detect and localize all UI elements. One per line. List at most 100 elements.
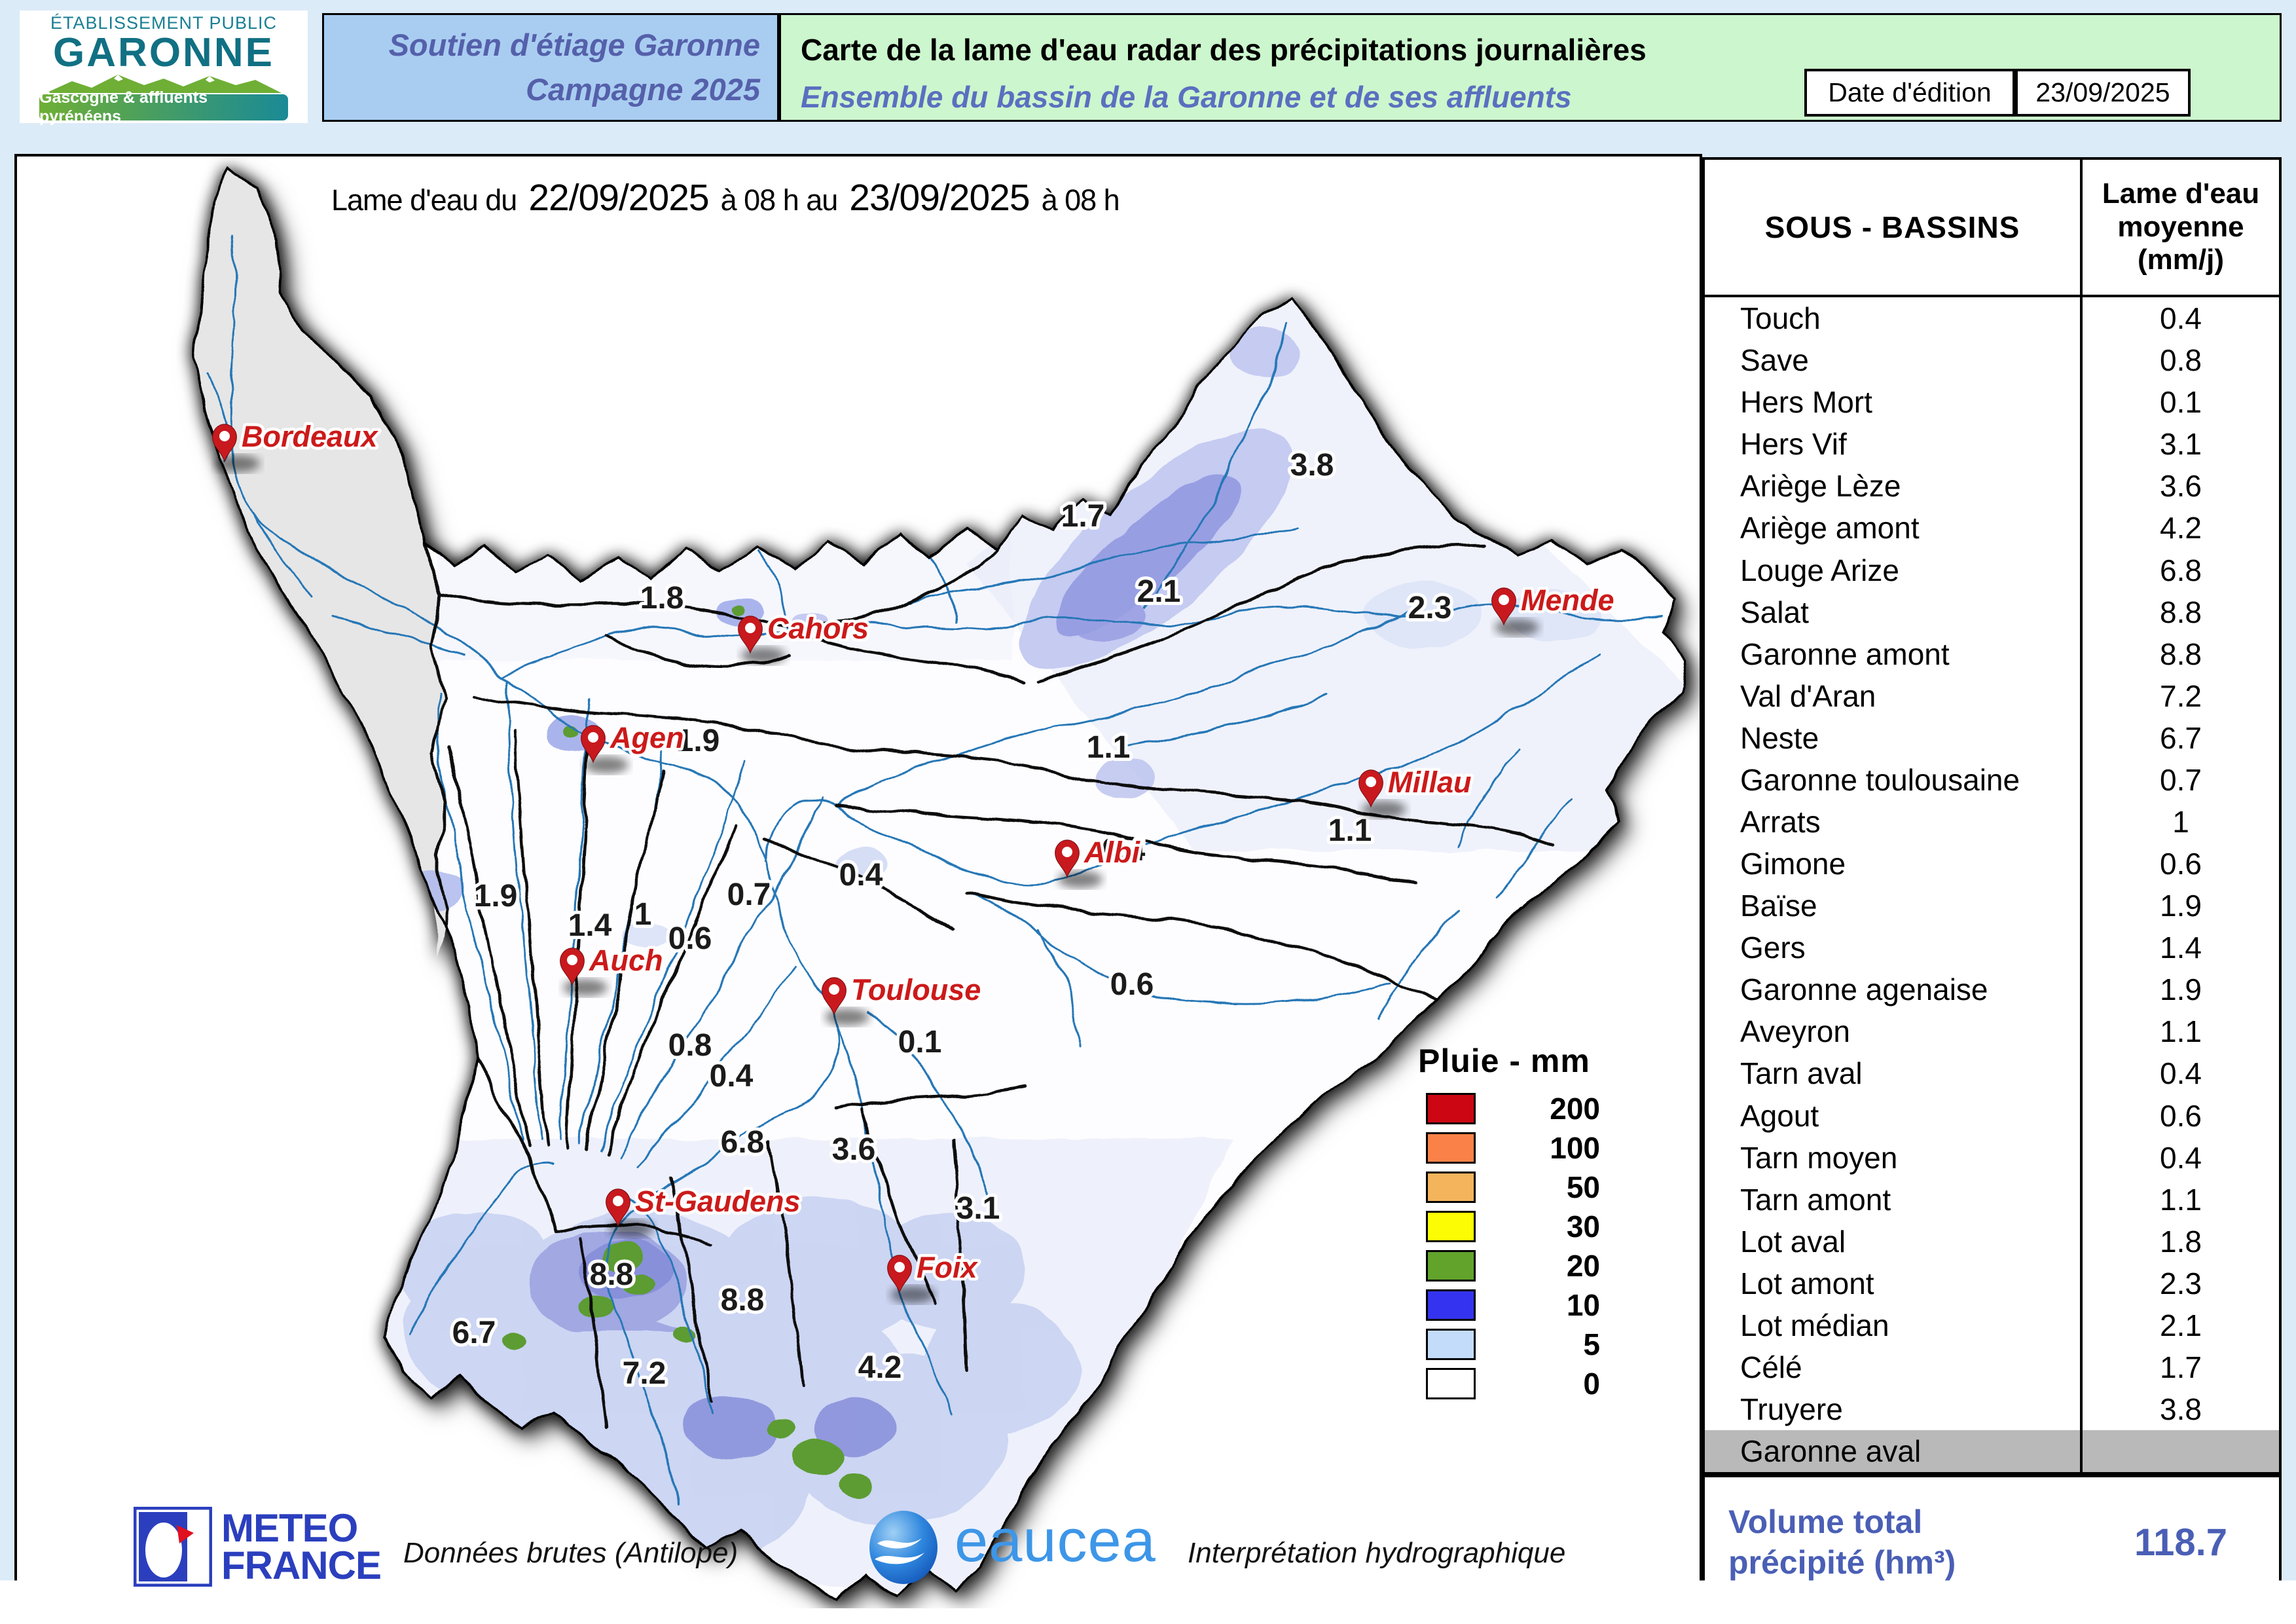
row-basin-name: Truyere: [1705, 1388, 2083, 1430]
table-row: Tarn amont 1.1: [1705, 1179, 2279, 1221]
rainfall-value-label: 8.8: [721, 1283, 765, 1318]
city-label: Foix: [917, 1251, 978, 1284]
legend-entry: 100: [1418, 1128, 1680, 1168]
table-row: Lot médian 2.1: [1705, 1304, 2279, 1346]
row-basin-value: 6.8: [2083, 553, 2279, 588]
table-row: Garonne toulousaine 0.7: [1705, 759, 2279, 801]
legend-value: 10: [1476, 1287, 1600, 1323]
row-basin-value: 0.4: [2083, 1140, 2279, 1175]
row-basin-name: Ariège amont: [1705, 507, 2083, 549]
table-row: Ariège Lèze 3.6: [1705, 465, 2279, 507]
table-row-garonne-aval: Garonne aval: [1705, 1430, 2279, 1472]
legend-entry: 200: [1418, 1089, 1680, 1128]
row-basin-value: 0.4: [2083, 301, 2279, 336]
table-row: Salat 8.8: [1705, 591, 2279, 633]
row-basin-name: Lot médian: [1705, 1304, 2083, 1346]
row-basin-name: Louge Arize: [1705, 549, 2083, 591]
row-basin-value: 0.8: [2083, 342, 2279, 378]
city-label: Cahors: [767, 612, 869, 645]
row-basin-value: 2.1: [2083, 1308, 2279, 1343]
rainfall-value-label: 0.6: [1110, 967, 1154, 1002]
rainfall-value-label: 0.6: [668, 921, 712, 956]
legend-entry: 0: [1418, 1364, 1680, 1403]
row-basin-name: Tarn amont: [1705, 1179, 2083, 1221]
legend-swatch: [1426, 1132, 1476, 1164]
table-row: Touch 0.4: [1705, 297, 2279, 339]
volume-value: 118.7: [2083, 1521, 2279, 1564]
row-basin-name: Garonne agenaise: [1705, 969, 2083, 1010]
table-body: Touch 0.4 Save 0.8 Hers Mort 0.1 Hers Vif 3.1 Ar…: [1705, 297, 2279, 1472]
legend-value: 200: [1476, 1091, 1600, 1126]
logo-line2: GARONNE: [53, 35, 274, 71]
row-basin-value: 1.8: [2083, 1224, 2279, 1259]
row-basin-name: Hers Vif: [1705, 423, 2083, 465]
row-basin-value: 1: [2083, 804, 2279, 840]
row-basin-name: Agout: [1705, 1094, 2083, 1136]
row-basin-value: 0.6: [2083, 846, 2279, 881]
eptb-garonne-logo: ÉTABLISSEMENT PUBLIC GARONNE Gascogne & …: [20, 10, 308, 123]
legend-swatch: [1426, 1093, 1476, 1124]
rainfall-value-label: 1.1: [1087, 730, 1131, 765]
rainfall-value-label: 1.4: [568, 908, 612, 943]
volume-total-box: Volume total précipité (hm³) 118.7: [1702, 1475, 2282, 1610]
legend-entry: 5: [1418, 1325, 1680, 1364]
row-basin-value: 1.4: [2083, 930, 2279, 965]
table-row: Lot amont 2.3: [1705, 1263, 2279, 1304]
row-basin-value: 1.9: [2083, 972, 2279, 1007]
legend-value: 100: [1476, 1130, 1600, 1166]
rainfall-value-label: 7.2: [623, 1356, 666, 1391]
table-row: Aveyron 1.1: [1705, 1010, 2279, 1052]
row-basin-value: 0.1: [2083, 384, 2279, 420]
map-period-title: Lame d'eau du 22/09/2025 à 08 h au 23/09…: [331, 176, 1120, 222]
rainfall-value-label: 0.1: [898, 1025, 942, 1060]
legend-entry: 10: [1418, 1285, 1680, 1325]
row-basin-name: Gers: [1705, 927, 2083, 969]
rainfall-value-label: 3.1: [957, 1191, 1000, 1226]
city-label: Albi: [1084, 836, 1140, 869]
table-row: Ariège amont 4.2: [1705, 507, 2279, 549]
row-basin-value: 1.1: [2083, 1014, 2279, 1049]
table-header: SOUS - BASSINS Lame d'eau moyenne (mm/j): [1705, 160, 2279, 297]
row-basin-value: 0.4: [2083, 1056, 2279, 1091]
legend-swatch: [1426, 1211, 1476, 1242]
rainfall-value-label: 3.8: [1290, 448, 1334, 483]
table-row: Arrats 1: [1705, 801, 2279, 843]
city-label: Bordeaux: [242, 420, 379, 453]
rainfall-value-label: 0.8: [668, 1028, 712, 1063]
eaucea-logo: eaucea: [955, 1507, 1156, 1576]
row-basin-value: 7.2: [2083, 678, 2279, 714]
row-basin-value: 1.9: [2083, 888, 2279, 923]
meteo-france-logo: METEO FRANCE: [221, 1509, 381, 1584]
row-basin-value: 1.7: [2083, 1350, 2279, 1385]
table-row: Save 0.8: [1705, 339, 2279, 381]
legend-entry: 30: [1418, 1207, 1680, 1246]
volume-label: Volume total précipité (hm³): [1705, 1502, 2083, 1583]
row-basin-name: Neste: [1705, 717, 2083, 759]
city-label: Millau: [1388, 766, 1472, 799]
legend-entry: 50: [1418, 1168, 1680, 1207]
row-basin-value: 3.6: [2083, 468, 2279, 504]
table-row: Gers 1.4: [1705, 927, 2279, 969]
row-basin-name: Baïse: [1705, 885, 2083, 927]
legend-value: 30: [1476, 1209, 1600, 1244]
legend-swatch: [1426, 1172, 1476, 1203]
table-row: Hers Vif 3.1: [1705, 423, 2279, 465]
rainfall-value-label: 0.4: [710, 1059, 754, 1094]
row-basin-name: Tarn moyen: [1705, 1137, 2083, 1179]
rainfall-value-label: 1.8: [640, 581, 684, 616]
row-basin-value: 4.2: [2083, 510, 2279, 545]
rainfall-value-label: 1.7: [1061, 499, 1105, 534]
row-basin-name: Aveyron: [1705, 1010, 2083, 1052]
legend-value: 20: [1476, 1248, 1600, 1283]
row-basin-name: Lot aval: [1705, 1221, 2083, 1263]
campaign-line2: Campagne 2025: [526, 67, 760, 112]
row-basin-name: Ariège Lèze: [1705, 465, 2083, 507]
city-label: Mende: [1521, 583, 1614, 617]
rainfall-value-label: 0.4: [839, 858, 883, 893]
row-basin-name: Touch: [1705, 297, 2083, 339]
table-row: Célé 1.7: [1705, 1346, 2279, 1388]
period-prefix: Lame d'eau du: [331, 183, 517, 217]
row-basin-value: 0.6: [2083, 1098, 2279, 1134]
row-basin-name: Salat: [1705, 591, 2083, 633]
table-row: Baïse 1.9: [1705, 885, 2279, 927]
